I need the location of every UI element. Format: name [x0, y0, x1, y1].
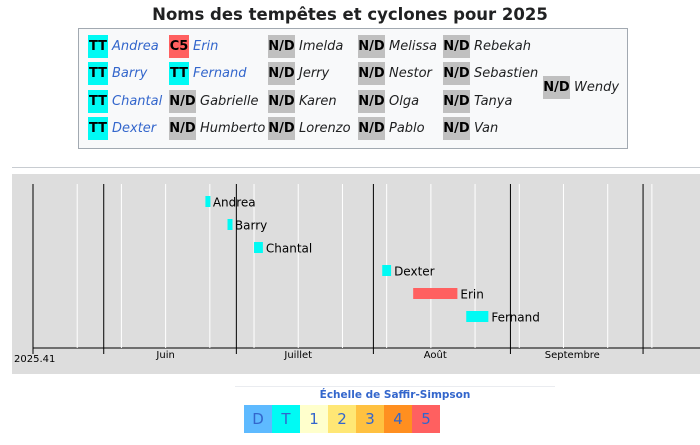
- legend-category[interactable]: 1: [300, 405, 328, 433]
- legend-category[interactable]: D: [244, 405, 272, 433]
- category-badge: N/D: [169, 117, 196, 140]
- storm-name-entry: N/D Wendy: [543, 76, 619, 99]
- category-badge: N/D: [443, 35, 470, 58]
- category-badge: N/D: [169, 90, 196, 113]
- category-badge: N/D: [268, 62, 295, 85]
- storm-name-label: Pablo: [389, 121, 425, 136]
- legend-category[interactable]: T: [272, 405, 300, 433]
- category-badge: N/D: [543, 76, 570, 99]
- divider: [12, 167, 700, 168]
- month-tick-label: Septembre: [545, 350, 600, 361]
- storm-name-entry: N/D Pablo: [358, 117, 425, 140]
- storm-bar-label: Fernand: [491, 311, 540, 325]
- storm-name-label: Van: [474, 121, 499, 136]
- storm-name-label: Wendy: [574, 80, 620, 95]
- x-start-label: 2025.41: [14, 354, 55, 365]
- storm-name-entry: N/D Karen: [268, 90, 337, 113]
- category-badge: TT: [88, 90, 108, 113]
- storm-bar-label: Andrea: [213, 196, 256, 210]
- category-badge: TT: [88, 35, 108, 58]
- storm-name-entry: N/D Jerry: [268, 62, 329, 85]
- storm-name-label: Jerry: [299, 66, 330, 81]
- category-badge: N/D: [443, 62, 470, 85]
- category-badge: N/D: [268, 35, 295, 58]
- category-badge: N/D: [358, 90, 385, 113]
- storm-name-entry: N/D Melissa: [358, 35, 437, 58]
- storm-name-entry: N/D Rebekah: [443, 35, 531, 58]
- category-badge: TT: [88, 117, 108, 140]
- category-badge: C5: [169, 35, 189, 58]
- storm-name-entry: TT Fernand: [169, 62, 247, 85]
- storm-name-link[interactable]: Erin: [193, 39, 219, 54]
- storm-name-label: Karen: [299, 94, 337, 109]
- storm-name-label: Imelda: [299, 39, 344, 54]
- storm-name-link[interactable]: Fernand: [193, 66, 247, 81]
- legend-title[interactable]: Échelle de Saffir-Simpson: [319, 389, 471, 401]
- category-badge: N/D: [443, 90, 470, 113]
- category-badge: N/D: [358, 117, 385, 140]
- storm-bar: [466, 311, 489, 322]
- storm-name-link[interactable]: Barry: [112, 66, 148, 81]
- storm-name-link[interactable]: Dexter: [112, 121, 157, 136]
- storm-bar-label: Erin: [460, 288, 483, 302]
- category-badge: N/D: [443, 117, 470, 140]
- timeline-svg: 2025.41 Juin Juillet Août Septembre Andrea Bar…: [14, 184, 700, 365]
- storm-name-label: Lorenzo: [299, 121, 351, 136]
- storm-name-label: Melissa: [389, 39, 437, 54]
- month-tick-label: Juillet: [283, 350, 312, 361]
- storm-bar-label: Dexter: [394, 265, 435, 279]
- storm-name-entry: TT Barry: [88, 62, 147, 85]
- storm-name-label: Sebastien: [474, 66, 539, 81]
- page-title: Noms des tempêtes et cyclones pour 2025: [152, 5, 548, 24]
- storm-name-entry: N/D Gabrielle: [169, 90, 258, 113]
- storm-bar: [413, 288, 458, 299]
- storm-name-entry: N/D Nestor: [358, 62, 432, 85]
- storm-name-link[interactable]: Chantal: [112, 94, 163, 109]
- legend-category[interactable]: 5: [412, 405, 440, 433]
- storm-bar: [205, 196, 211, 207]
- storm-bar: [254, 242, 263, 253]
- category-badge: TT: [88, 62, 108, 85]
- storm-bar-label: Barry: [235, 219, 267, 233]
- storm-name-entry: N/D Lorenzo: [268, 117, 351, 140]
- storm-name-label: Olga: [389, 94, 420, 109]
- storm-name-entry: N/D Imelda: [268, 35, 343, 58]
- category-badge: N/D: [358, 62, 385, 85]
- storm-name-entry: C5 Erin: [169, 35, 218, 58]
- storm-name-entry: TT Andrea: [88, 35, 159, 58]
- legend-divider: [235, 386, 555, 387]
- storm-name-entry: TT Chantal: [88, 90, 162, 113]
- storm-name-entry: N/D Sebastien: [443, 62, 538, 85]
- category-badge: N/D: [268, 90, 295, 113]
- storm-name-entry: TT Dexter: [88, 117, 156, 140]
- storm-name-label: Gabrielle: [200, 94, 259, 109]
- month-tick-label: Août: [424, 349, 447, 361]
- category-badge: N/D: [268, 117, 295, 140]
- storm-timeline-chart: 2025.41 Juin Juillet Août Septembre Andrea Bar…: [12, 174, 700, 374]
- storm-name-entry: N/D Olga: [358, 90, 419, 113]
- storm-name-entry: N/D Tanya: [443, 90, 512, 113]
- storm-name-link[interactable]: Andrea: [112, 39, 159, 54]
- category-badge: TT: [169, 62, 189, 85]
- month-tick-label: Juin: [155, 350, 174, 361]
- storm-name-label: Tanya: [474, 94, 513, 109]
- storm-name-label: Humberto: [200, 121, 266, 136]
- storm-bar-label: Chantal: [266, 242, 312, 256]
- storm-name-label: Nestor: [389, 66, 432, 81]
- storm-bar: [382, 265, 392, 276]
- legend-category[interactable]: 2: [328, 405, 356, 433]
- storm-name-entry: N/D Humberto: [169, 117, 265, 140]
- legend-category[interactable]: 3: [356, 405, 384, 433]
- storm-bar: [227, 219, 233, 230]
- storm-name-entry: N/D Van: [443, 117, 498, 140]
- storm-name-label: Rebekah: [474, 39, 532, 54]
- legend-category[interactable]: 4: [384, 405, 412, 433]
- category-badge: N/D: [358, 35, 385, 58]
- storm-names-table: TT Andrea TT Barry TT Chantal TT Dexter C5 Erin TT…: [78, 28, 628, 149]
